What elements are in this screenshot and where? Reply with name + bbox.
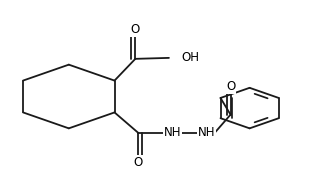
Text: O: O: [131, 23, 140, 36]
Text: OH: OH: [181, 51, 199, 64]
Text: NH: NH: [164, 126, 181, 140]
Text: O: O: [226, 80, 235, 93]
Text: O: O: [134, 156, 143, 169]
Text: NH: NH: [197, 126, 215, 140]
